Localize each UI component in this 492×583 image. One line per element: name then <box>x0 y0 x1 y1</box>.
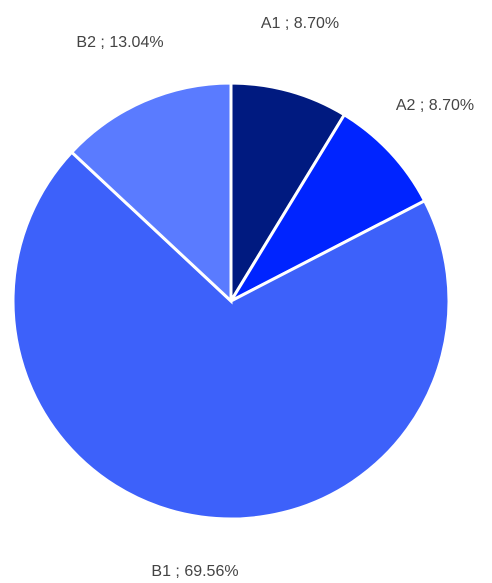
slice-label-b2: B2 ; 13.04% <box>76 34 163 51</box>
slice-label-a1: A1 ; 8.70% <box>261 15 339 32</box>
pie-slices <box>13 83 449 519</box>
slice-label-b1: B1 ; 69.56% <box>151 563 238 580</box>
slice-label-a2: A2 ; 8.70% <box>396 97 474 114</box>
